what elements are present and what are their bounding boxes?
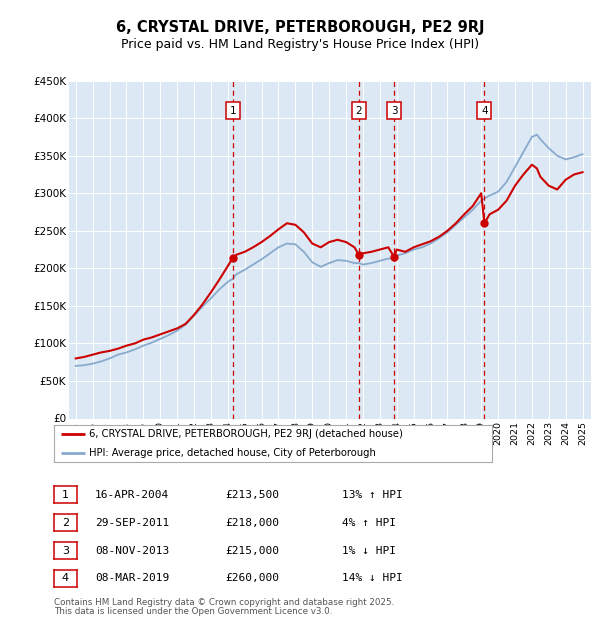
Text: 29-SEP-2011: 29-SEP-2011: [95, 518, 169, 528]
Text: 3: 3: [391, 105, 398, 116]
Text: 6, CRYSTAL DRIVE, PETERBOROUGH, PE2 9RJ (detached house): 6, CRYSTAL DRIVE, PETERBOROUGH, PE2 9RJ …: [89, 429, 403, 439]
Text: 4: 4: [62, 574, 69, 583]
Text: 4% ↑ HPI: 4% ↑ HPI: [342, 518, 396, 528]
Text: 08-NOV-2013: 08-NOV-2013: [95, 546, 169, 556]
Text: £215,000: £215,000: [225, 546, 279, 556]
Text: 16-APR-2004: 16-APR-2004: [95, 490, 169, 500]
Text: £260,000: £260,000: [225, 574, 279, 583]
Text: 1: 1: [229, 105, 236, 116]
Text: 13% ↑ HPI: 13% ↑ HPI: [342, 490, 403, 500]
Text: Price paid vs. HM Land Registry's House Price Index (HPI): Price paid vs. HM Land Registry's House …: [121, 38, 479, 51]
Text: 3: 3: [62, 546, 69, 556]
Text: 2: 2: [355, 105, 362, 116]
Text: 6, CRYSTAL DRIVE, PETERBOROUGH, PE2 9RJ: 6, CRYSTAL DRIVE, PETERBOROUGH, PE2 9RJ: [116, 20, 484, 35]
Text: 08-MAR-2019: 08-MAR-2019: [95, 574, 169, 583]
Text: £218,000: £218,000: [225, 518, 279, 528]
Text: 1: 1: [62, 490, 69, 500]
Text: 4: 4: [481, 105, 488, 116]
Text: HPI: Average price, detached house, City of Peterborough: HPI: Average price, detached house, City…: [89, 448, 376, 458]
Text: This data is licensed under the Open Government Licence v3.0.: This data is licensed under the Open Gov…: [54, 607, 332, 616]
Text: 2: 2: [62, 518, 69, 528]
Text: Contains HM Land Registry data © Crown copyright and database right 2025.: Contains HM Land Registry data © Crown c…: [54, 598, 394, 607]
Text: 14% ↓ HPI: 14% ↓ HPI: [342, 574, 403, 583]
Text: 1% ↓ HPI: 1% ↓ HPI: [342, 546, 396, 556]
Text: £213,500: £213,500: [225, 490, 279, 500]
